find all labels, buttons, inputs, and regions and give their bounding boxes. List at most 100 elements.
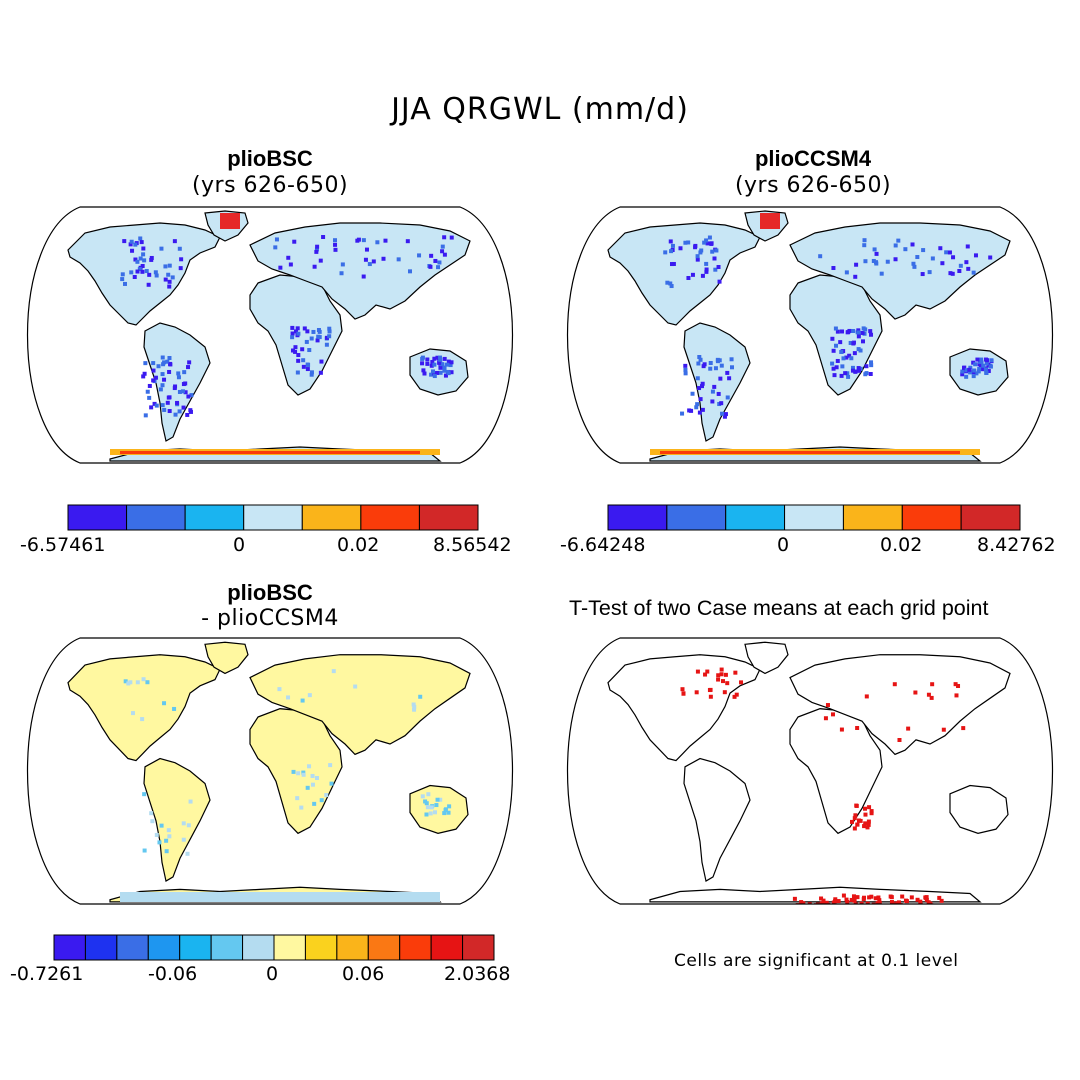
grid-cell (713, 366, 718, 371)
panel4-title: T-Test of two Case means at each grid po… (569, 596, 989, 620)
grid-cell (156, 364, 161, 369)
grid-cell (700, 384, 705, 389)
grid-cell (432, 810, 437, 815)
grid-cell (720, 411, 725, 416)
grid-cell (143, 413, 148, 418)
grid-cell (892, 682, 897, 687)
grid-cell (154, 273, 159, 278)
antarctic-band-red (660, 451, 960, 454)
grid-cell (167, 834, 172, 839)
grid-cell (898, 907, 902, 911)
grid-cell (973, 362, 978, 367)
grid-cell (879, 271, 884, 276)
grid-cell (167, 279, 172, 284)
grid-cell (989, 358, 994, 363)
south-america (683, 757, 751, 883)
grid-cell (732, 694, 737, 699)
grid-cell (296, 358, 301, 363)
grid-cell (278, 265, 283, 270)
grid-cell (170, 275, 175, 280)
antarctic-band (110, 213, 440, 455)
grid-cell (823, 716, 828, 721)
grid-cell (834, 365, 839, 370)
grid-cell (167, 263, 172, 268)
grid-cell (302, 326, 307, 331)
grid-cell (428, 811, 433, 816)
grid-cell (707, 235, 712, 240)
grid-cell (856, 330, 861, 335)
grid-cell (381, 256, 386, 261)
colorbar-swatch (184, 504, 245, 531)
grid-cell (972, 368, 977, 373)
grid-cell (739, 680, 744, 685)
grid-cell (723, 672, 728, 677)
colorbar-swatch (842, 504, 903, 531)
map-frame (27, 206, 513, 464)
grid-cell (853, 369, 858, 374)
grid-cell (856, 334, 861, 339)
grid-cell (425, 361, 430, 366)
grid-cell (980, 367, 985, 372)
grid-cell (909, 895, 914, 900)
grid-cell (958, 263, 963, 268)
grid-cell (135, 680, 140, 685)
grid-cell (186, 394, 191, 399)
grid-cell (443, 807, 448, 812)
grid-cell (920, 905, 924, 909)
grid-cell (951, 255, 956, 260)
grid-cell (844, 355, 849, 360)
grid-cell (919, 907, 923, 911)
grid-cell (417, 253, 422, 258)
grid-cell (896, 238, 901, 243)
grid-cell (178, 266, 183, 271)
colorbar-swatch (147, 934, 181, 961)
grid-cell (442, 252, 447, 257)
grid-cell (141, 677, 146, 682)
grid-cell (876, 895, 881, 900)
grid-cell (858, 348, 863, 353)
grid-cell (979, 357, 984, 362)
grid-cell (327, 334, 332, 339)
grid-cell (869, 809, 874, 814)
grid-cell (340, 262, 345, 267)
grid-cell (695, 257, 700, 262)
grid-cell (704, 261, 709, 266)
grid-cell (833, 905, 837, 909)
grid-cell (440, 244, 445, 249)
grid-cell (733, 670, 738, 675)
grid-cell (854, 905, 858, 909)
grid-cell (715, 359, 720, 364)
grid-cell (978, 364, 983, 369)
grid-cell (971, 374, 976, 379)
grid-cell (434, 803, 439, 808)
grid-cell (132, 274, 137, 279)
grid-cell (291, 769, 296, 774)
grid-cell (700, 273, 705, 278)
grid-cell (149, 255, 154, 260)
grid-cell (435, 797, 440, 802)
colorbar-swatch (67, 504, 128, 531)
grid-cell (697, 410, 702, 415)
grid-cell (704, 267, 709, 272)
grid-cell (290, 348, 295, 353)
grid-cell (142, 792, 147, 797)
grid-cell (707, 688, 712, 693)
grid-cell (939, 898, 944, 903)
grid-cell (833, 906, 837, 910)
grid-cell (911, 905, 915, 909)
grid-cell (304, 339, 309, 344)
grid-cell (869, 363, 874, 368)
grid-cell (836, 899, 841, 904)
grid-cell (162, 377, 167, 382)
grid-cell (161, 362, 166, 367)
eurasia (789, 222, 1011, 320)
grid-cell (165, 359, 170, 364)
grid-cell (874, 904, 878, 908)
grid-cell (944, 250, 949, 255)
grid-cells (123, 669, 452, 856)
grid-cell (164, 838, 169, 843)
greenland-highlight (760, 213, 780, 229)
grid-cell (442, 811, 447, 816)
grid-cell (856, 368, 861, 373)
grid-cell (977, 359, 982, 364)
